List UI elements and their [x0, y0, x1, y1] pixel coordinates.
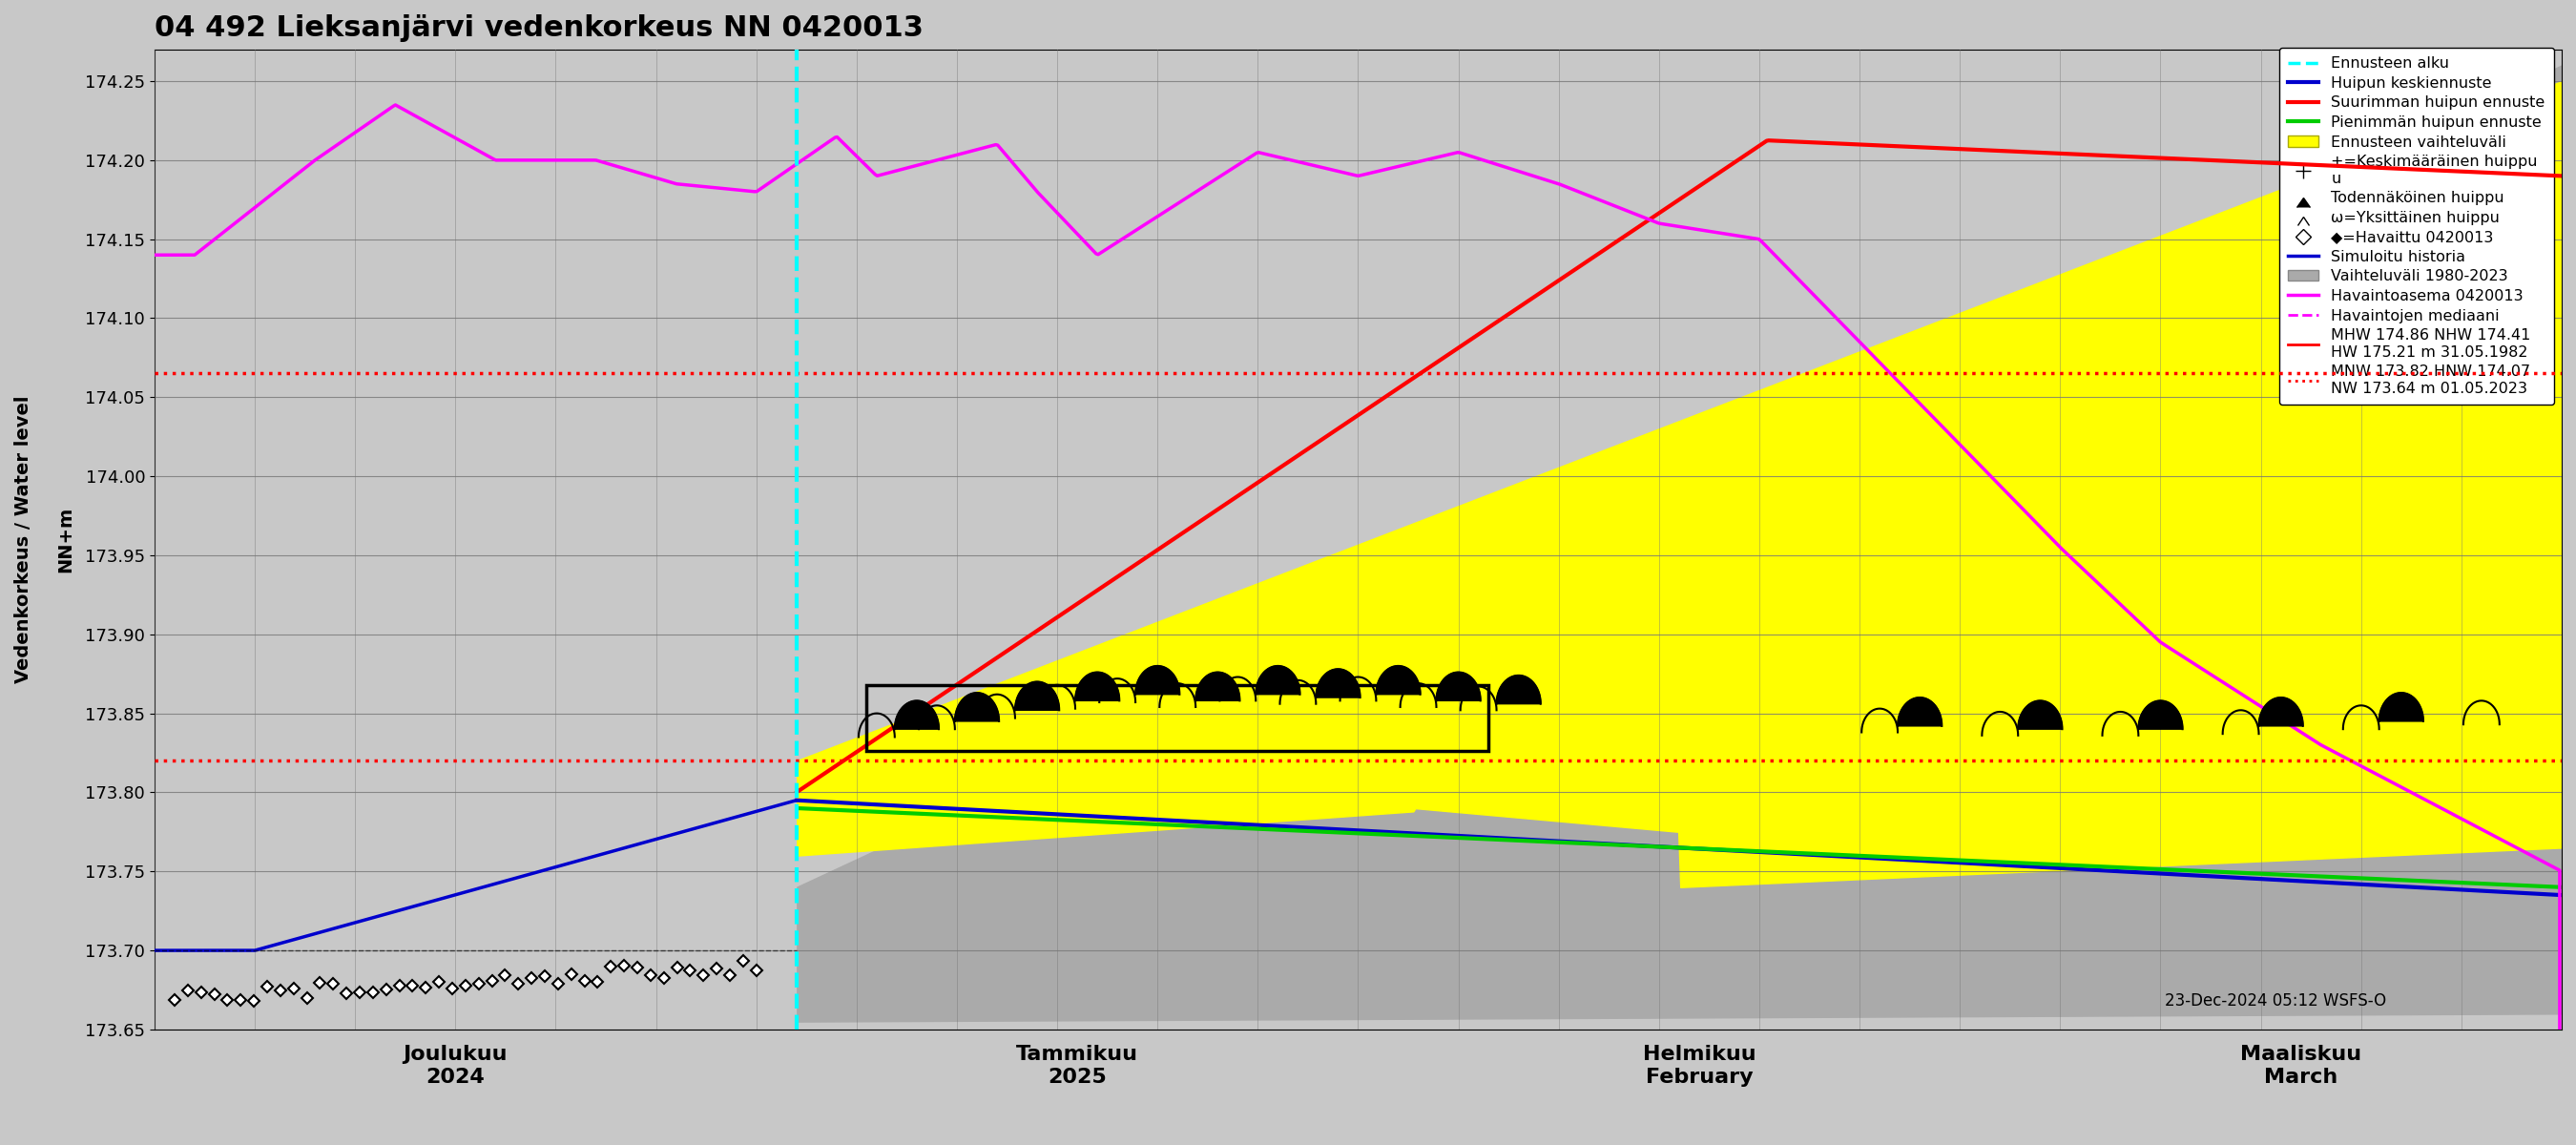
- Polygon shape: [1136, 666, 1180, 694]
- Polygon shape: [2259, 697, 2303, 726]
- Polygon shape: [2017, 701, 2063, 729]
- Text: Tammikuu
2025: Tammikuu 2025: [1015, 1045, 1139, 1087]
- Polygon shape: [2380, 693, 2424, 721]
- Text: Helmikuu
February: Helmikuu February: [1643, 1045, 1757, 1087]
- Polygon shape: [1074, 672, 1121, 701]
- Legend: Ennusteen alku, Huipun keskiennuste, Suurimman huipun ennuste, Pienimmän huipun : Ennusteen alku, Huipun keskiennuste, Suu…: [2280, 47, 2553, 405]
- Polygon shape: [1195, 672, 1239, 701]
- Polygon shape: [1437, 672, 1481, 701]
- Polygon shape: [1497, 676, 1540, 704]
- Polygon shape: [1899, 697, 1942, 726]
- Text: 23-Dec-2024 05:12 WSFS-O: 23-Dec-2024 05:12 WSFS-O: [2164, 993, 2385, 1010]
- Polygon shape: [956, 693, 999, 721]
- Polygon shape: [894, 701, 938, 729]
- Text: Joulukuu
2024: Joulukuu 2024: [404, 1045, 507, 1087]
- Polygon shape: [1255, 666, 1301, 694]
- Polygon shape: [2138, 701, 2182, 729]
- Text: Maaliskuu
March: Maaliskuu March: [2241, 1045, 2362, 1087]
- Polygon shape: [1376, 666, 1419, 694]
- Text: 04 492 Lieksanjärvi vedenkorkeus NN 0420013: 04 492 Lieksanjärvi vedenkorkeus NN 0420…: [155, 14, 922, 42]
- Polygon shape: [1015, 681, 1059, 710]
- Y-axis label: Vedenkorkeus / Water level

NN+m: Vedenkorkeus / Water level NN+m: [15, 396, 75, 684]
- Polygon shape: [1316, 669, 1360, 697]
- Bar: [866, 685, 1489, 751]
